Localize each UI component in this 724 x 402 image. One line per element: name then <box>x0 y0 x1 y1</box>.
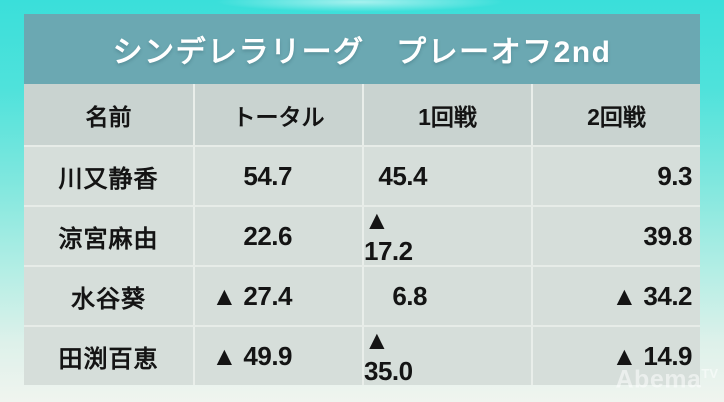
table-row: 涼宮麻由 22.6 ▲ 17.2 39.8 <box>24 205 700 265</box>
player-name: 川又静香 <box>58 165 159 193</box>
table-row: 川又静香 54.7 45.4 9.3 <box>24 145 700 205</box>
round2-score: 9.3 <box>531 147 700 205</box>
round1-score: 6.8 <box>362 267 531 325</box>
abema-tv-watermark: AbemaTV <box>616 367 719 392</box>
round2-score: 39.8 <box>531 207 700 265</box>
watermark-brand: Abema <box>615 365 702 394</box>
background-glow <box>215 0 505 12</box>
round2-score: ▲ 34.2 <box>531 267 700 325</box>
panel-title: シンデレラリーグ プレーオフ2nd <box>112 36 612 69</box>
column-header-round2: 2回戦 <box>531 84 700 145</box>
total-score: 22.6 <box>193 207 362 265</box>
total-score: ▲ 27.4 <box>193 267 362 325</box>
column-header-total: トータル <box>193 84 362 145</box>
table-row: 田渕百恵 ▲ 49.9 ▲ 35.0 ▲ 14.9 <box>24 325 700 385</box>
score-panel: シンデレラリーグ プレーオフ2nd 名前 トータル 1回戦 2回戦 川又静香 5… <box>24 14 700 385</box>
player-name: 水谷葵 <box>71 285 146 313</box>
total-score: ▲ 49.9 <box>193 327 362 385</box>
panel-title-bar: シンデレラリーグ プレーオフ2nd <box>24 14 700 84</box>
total-score: 54.7 <box>193 147 362 205</box>
round1-score: ▲ 35.0 <box>362 327 531 385</box>
player-name: 涼宮麻由 <box>58 225 159 253</box>
table-row: 水谷葵 ▲ 27.4 6.8 ▲ 34.2 <box>24 265 700 325</box>
round1-score: 45.4 <box>362 147 531 205</box>
column-header-round1: 1回戦 <box>362 84 531 145</box>
player-name: 田渕百恵 <box>58 345 159 373</box>
table-header-row: 名前 トータル 1回戦 2回戦 <box>24 84 700 145</box>
round2-score: ▲ 14.9 <box>531 327 700 385</box>
watermark-suffix: TV <box>701 366 718 381</box>
round1-score: ▲ 17.2 <box>362 207 531 265</box>
column-header-name: 名前 <box>85 103 132 130</box>
